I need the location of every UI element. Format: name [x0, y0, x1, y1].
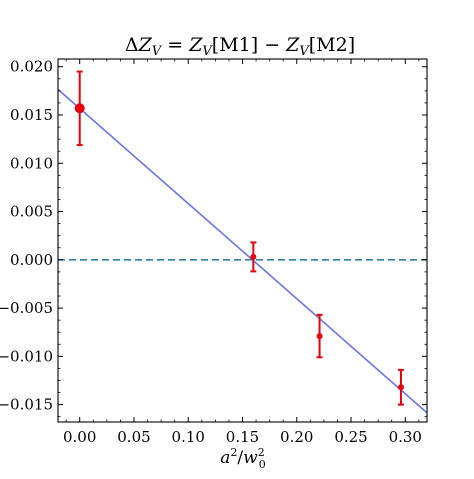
data-marker-0 [74, 103, 85, 114]
y-tick-label-1: 0.015 [10, 106, 53, 124]
y-tick-label-7: −0.015 [0, 396, 53, 414]
fit-line [58, 88, 427, 414]
x-tick-label-2: 0.10 [172, 428, 205, 446]
title-z1: Z [138, 34, 153, 56]
title-end: [M2] [309, 34, 355, 56]
title-sub3: V [299, 44, 310, 59]
xlabel-slash: / [237, 448, 243, 468]
y-tick-label-6: −0.010 [0, 347, 53, 365]
data-marker-2 [316, 333, 323, 340]
xlabel-w: w [243, 448, 258, 468]
xlabel-sup2: 2 [258, 446, 265, 459]
title-sub2: V [202, 44, 213, 59]
data-point-1 [250, 241, 257, 273]
x-axis-label: a2/w2 0 [220, 446, 265, 471]
data-marker-1 [250, 253, 257, 260]
title-sub1: V [152, 44, 163, 59]
title-z3: Z [285, 34, 300, 56]
y-tick-label-0: 0.020 [10, 58, 53, 76]
title-mid: [M1] − [212, 34, 286, 56]
title-eq: = [161, 34, 189, 56]
y-tick-label-3: 0.005 [10, 203, 53, 221]
chart-title: ΔZV = ZV[M1] − ZV[M2] [125, 34, 355, 59]
plot-layer [58, 70, 427, 414]
x-tick-label-6: 0.30 [389, 428, 422, 446]
y-tick-label-5: −0.005 [0, 299, 53, 317]
title-delta: Δ [125, 34, 139, 56]
axes-layer: 0.00 0.05 0.10 0.15 0.20 0.25 0.30 0.020 0.015 0.… [0, 58, 428, 446]
title-z2: Z [188, 34, 203, 56]
data-point-0 [74, 70, 85, 146]
x-tick-label-1: 0.05 [117, 428, 150, 446]
x-tick-label-5: 0.25 [334, 428, 367, 446]
y-tick-label-4: 0.000 [10, 251, 53, 269]
y-tick-label-2: 0.010 [10, 154, 53, 172]
xlabel-sub0: 0 [259, 458, 266, 471]
data-point-2 [316, 313, 323, 359]
x-tick-label-3: 0.15 [226, 428, 259, 446]
x-tick-label-0: 0.00 [63, 428, 96, 446]
xlabel-sup1: 2 [230, 446, 237, 459]
xlabel-a: a [220, 448, 230, 468]
plot-clipped-group [58, 70, 427, 414]
x-tick-label-4: 0.20 [280, 428, 313, 446]
data-point-3 [397, 368, 404, 406]
data-marker-3 [397, 384, 404, 391]
